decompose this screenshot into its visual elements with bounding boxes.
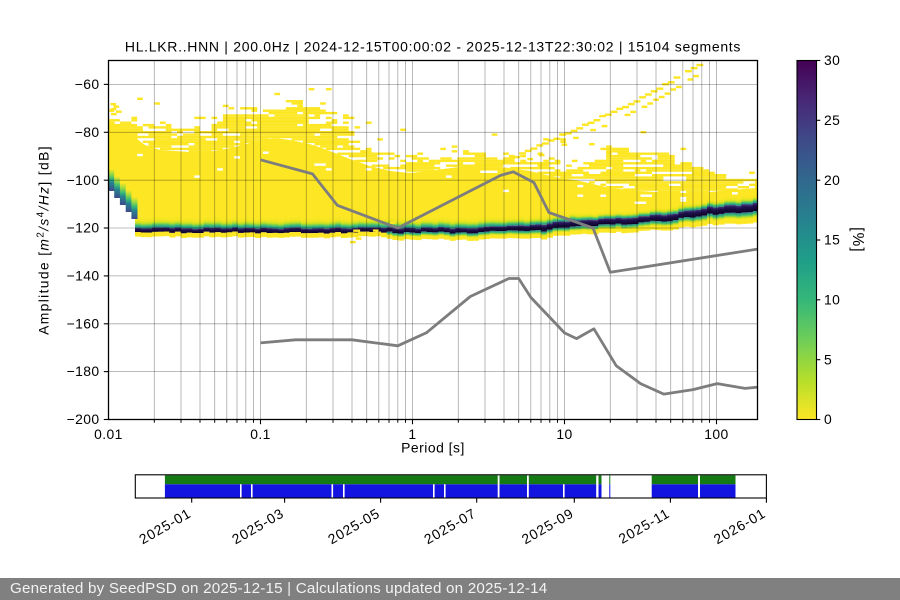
svg-text:30: 30: [824, 52, 840, 68]
svg-text:Period [s]: Period [s]: [401, 440, 465, 456]
svg-text:[%]: [%]: [849, 227, 866, 253]
svg-text:−160: −160: [67, 315, 100, 331]
svg-text:Amplitude [m2/s4/Hz] [dB]: Amplitude [m2/s4/Hz] [dB]: [36, 145, 52, 335]
svg-text:−60: −60: [75, 76, 100, 92]
svg-text:−200: −200: [67, 411, 100, 427]
svg-text:15: 15: [824, 232, 840, 248]
svg-text:1: 1: [408, 426, 416, 442]
svg-text:−100: −100: [67, 172, 100, 188]
svg-text:0.01: 0.01: [94, 426, 123, 442]
svg-text:5: 5: [824, 351, 832, 367]
svg-text:−120: −120: [67, 220, 100, 236]
svg-text:25: 25: [824, 112, 840, 128]
svg-text:20: 20: [824, 172, 840, 188]
svg-text:0.1: 0.1: [250, 426, 271, 442]
svg-text:10: 10: [824, 291, 840, 307]
svg-text:HL.LKR..HNN | 200.0Hz | 2024-1: HL.LKR..HNN | 200.0Hz | 2024-12-15T00:00…: [125, 39, 741, 55]
svg-text:−80: −80: [75, 124, 100, 140]
svg-text:0: 0: [824, 411, 832, 427]
svg-text:10: 10: [556, 426, 572, 442]
svg-text:Generated by SeedPSD on 2025-1: Generated by SeedPSD on 2025-12-15 | Cal…: [10, 580, 547, 597]
svg-text:−140: −140: [67, 268, 100, 284]
svg-text:−180: −180: [67, 363, 100, 379]
svg-text:100: 100: [704, 426, 728, 442]
